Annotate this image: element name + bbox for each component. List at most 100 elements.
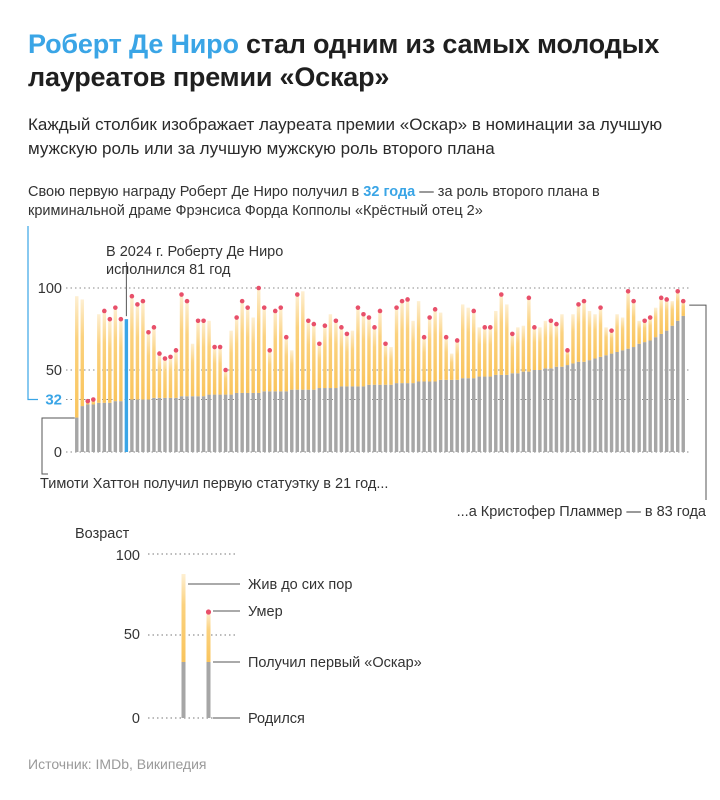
death-dot xyxy=(631,298,636,304)
bar-first-award xyxy=(483,376,487,452)
bar-first-award xyxy=(681,315,685,452)
bar-lifespan xyxy=(615,314,619,352)
bar-lifespan xyxy=(334,320,338,389)
death-dot xyxy=(548,318,554,324)
bar-lifespan xyxy=(438,312,443,380)
death-dot xyxy=(179,292,184,297)
death-dot xyxy=(129,293,135,299)
bar-lifespan xyxy=(350,330,355,387)
bar-first-award xyxy=(389,384,393,452)
bar-lifespan xyxy=(587,310,592,361)
bar-first-award xyxy=(108,402,112,452)
bar-lifespan xyxy=(268,350,272,392)
bar-lifespan xyxy=(494,310,498,375)
bar-lifespan xyxy=(449,353,454,380)
bar-first-award xyxy=(179,396,184,452)
bar-first-award xyxy=(229,394,233,452)
bar-first-award xyxy=(554,366,559,452)
title-rest: стал одним из самых молодых лауреатов пр… xyxy=(28,29,660,92)
bar-lifespan xyxy=(185,301,189,397)
bar-first-award xyxy=(361,386,366,452)
death-dot xyxy=(443,334,449,340)
bar-lifespan xyxy=(637,320,641,344)
bar-lifespan xyxy=(312,324,316,390)
death-dot xyxy=(427,315,432,320)
bar-lifespan xyxy=(245,307,250,393)
bar-lifespan xyxy=(554,324,559,367)
legend-dead-bar xyxy=(206,612,211,662)
legend-dead-base-bar xyxy=(206,662,211,718)
legend-dead-label: Умер xyxy=(248,604,283,620)
bar-first-award xyxy=(560,366,564,452)
death-dot xyxy=(625,288,631,294)
bar-lifespan xyxy=(648,317,652,341)
bar-first-award xyxy=(190,396,195,452)
bar-first-award xyxy=(141,399,145,452)
bar-first-award xyxy=(466,378,470,452)
bar-first-award xyxy=(543,368,548,452)
bar-first-award xyxy=(460,378,465,452)
bar-lifespan xyxy=(483,327,487,377)
death-dot xyxy=(432,307,438,312)
bar-lifespan xyxy=(168,356,173,398)
chart-title: Роберт Де Ниро стал одним из самых молод… xyxy=(28,28,688,94)
bar-first-award xyxy=(620,350,625,452)
y-tick-label: 100 xyxy=(38,281,62,297)
bar-lifespan xyxy=(571,314,575,364)
bar-first-award xyxy=(119,401,123,452)
bar-lifespan xyxy=(119,319,123,402)
bar-first-award xyxy=(262,391,266,452)
death-dot xyxy=(118,316,124,322)
bar-lifespan xyxy=(389,347,393,385)
bar-first-award xyxy=(653,337,658,452)
bar-first-award xyxy=(427,381,432,452)
bar-first-award xyxy=(422,381,426,452)
bar-lifespan xyxy=(339,327,344,387)
chart-subtitle: Каждый столбик изображает лауреата преми… xyxy=(28,115,663,158)
bar-lifespan xyxy=(108,319,112,403)
bar-lifespan xyxy=(653,307,658,338)
bar-first-award xyxy=(372,384,377,452)
bar-first-award xyxy=(565,365,570,452)
bar-lifespan xyxy=(488,327,492,377)
death-dot xyxy=(482,325,488,330)
bar-lifespan xyxy=(80,299,84,407)
death-dot xyxy=(339,325,344,330)
death-dot xyxy=(272,308,278,314)
bar-first-award xyxy=(345,386,349,452)
bar-lifespan xyxy=(152,327,156,398)
bar-first-award xyxy=(146,399,151,452)
bar-first-award xyxy=(317,388,322,452)
bar-first-award xyxy=(334,388,338,452)
bar-first-award xyxy=(207,394,211,452)
bar-lifespan xyxy=(405,299,410,384)
death-dot xyxy=(609,328,614,333)
death-dot xyxy=(306,318,311,324)
death-dot xyxy=(261,305,267,310)
legend-alive-label: Жив до сих пор xyxy=(248,577,352,593)
bar-lifespan xyxy=(301,291,305,390)
bar-lifespan xyxy=(527,297,531,372)
bar-lifespan xyxy=(664,299,669,331)
bar-first-award xyxy=(499,374,504,452)
legend: Возраст 100 50 0 Жив до сих пор Умер Пол… xyxy=(75,526,422,727)
bar-lifespan xyxy=(141,301,145,400)
death-dot xyxy=(333,318,339,324)
death-dot xyxy=(647,315,653,320)
death-dot xyxy=(102,308,107,314)
bar-first-award xyxy=(593,358,597,452)
bar-first-award xyxy=(598,356,603,452)
deniro-leader-line xyxy=(27,226,38,401)
bar-first-award xyxy=(251,392,255,452)
hutton-annotation: Тимоти Хаттон получил первую статуэтку в… xyxy=(40,476,388,492)
bar-first-award xyxy=(91,404,96,452)
bar-first-award xyxy=(306,389,311,452)
bar-first-award xyxy=(615,351,619,452)
legend-tick-100: 100 xyxy=(116,548,140,564)
bar-first-award xyxy=(444,379,448,452)
bar-lifespan xyxy=(427,317,432,382)
death-dot xyxy=(85,398,91,404)
bar-lifespan xyxy=(317,343,322,389)
deniro-2024-line1: В 2024 г. Роберту Де Ниро xyxy=(106,244,283,260)
bar-lifespan xyxy=(102,310,107,403)
